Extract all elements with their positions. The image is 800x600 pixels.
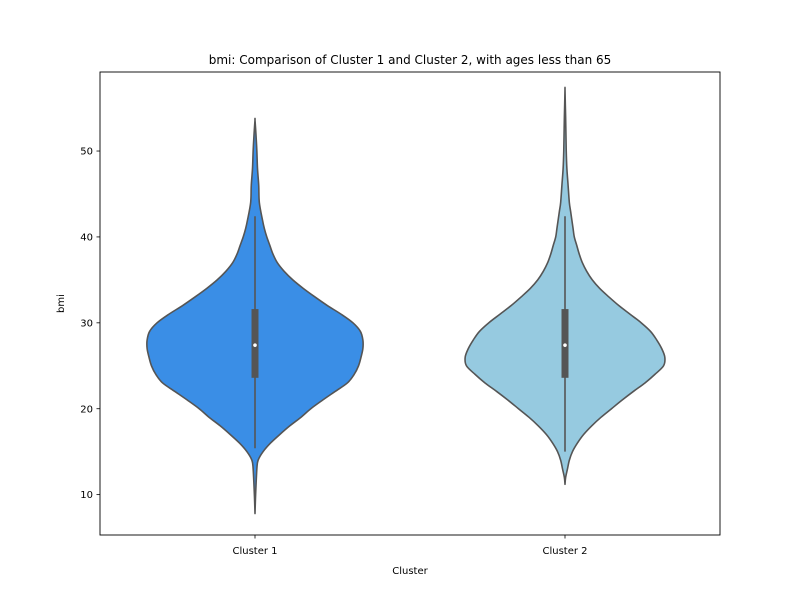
violins-group (146, 86, 666, 515)
violin-median-point (563, 343, 567, 347)
plot-frame (99, 71, 721, 536)
y-tick-label: 30 (80, 318, 93, 329)
y-tick-label: 40 (80, 233, 93, 244)
x-tick-label: Cluster 1 (232, 546, 277, 557)
violin-median-point (253, 343, 257, 347)
x-tick-label: Cluster 2 (542, 546, 587, 557)
y-axis-label: bmi (56, 294, 67, 313)
x-axis: Cluster 1 Cluster 2 (232, 535, 588, 557)
x-axis-label: Cluster (392, 566, 428, 577)
y-tick-label: 10 (80, 490, 93, 501)
y-tick-label: 50 (80, 147, 93, 158)
chart-title: bmi: Comparison of Cluster 1 and Cluster… (209, 53, 612, 67)
y-tick-label: 20 (80, 404, 93, 415)
y-axis: 10 20 30 40 50 (80, 147, 100, 501)
